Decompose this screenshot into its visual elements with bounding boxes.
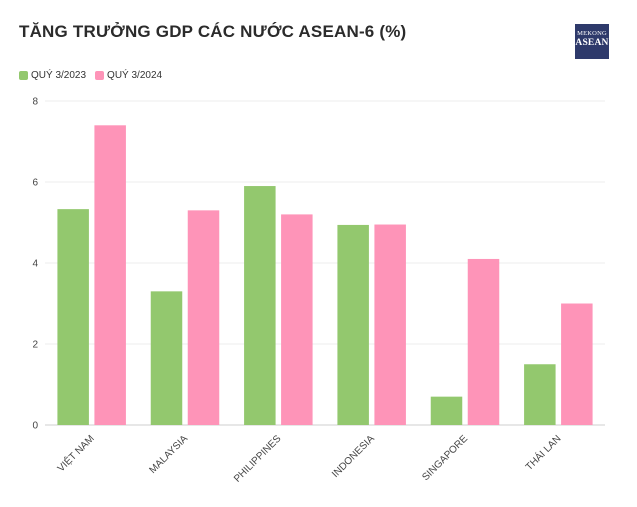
bar-2024-1: [187, 210, 220, 425]
x-tick-label: MALAYSIA: [147, 433, 190, 476]
legend-label-2024: QUÝ 3/2024: [107, 70, 163, 81]
chart-title: TĂNG TRƯỞNG GDP CÁC NƯỚC ASEAN-6 (%): [19, 22, 407, 41]
bar-2023-3: [337, 224, 369, 425]
logo-line-1: MEKONG: [577, 30, 607, 37]
legend-swatch-2024: [95, 71, 105, 80]
legend-swatch-2023: [19, 71, 28, 80]
bar-2024-5: [561, 303, 593, 425]
legend-label-2023: QUÝ 3/2023: [31, 70, 87, 81]
mekong-asean-logo: MEKONG ASEAN: [575, 24, 609, 59]
x-tick-label: THÁI LAN: [522, 432, 563, 473]
bar-2023-0: [57, 209, 89, 425]
y-tick-label: 8: [32, 97, 38, 108]
bar-2023-1: [150, 291, 183, 425]
y-tick-label: 0: [32, 421, 38, 432]
bar-2023-4: [430, 396, 463, 425]
x-tick-label: VIỆT NAM: [54, 432, 96, 474]
x-tick-label: PHILIPPINES: [232, 433, 284, 485]
bar-2024-4: [467, 258, 500, 425]
x-tick-label: SINGAPORE: [420, 433, 470, 483]
bar-2024-0: [94, 125, 126, 426]
bar-2023-5: [524, 364, 556, 425]
bar-2024-3: [374, 224, 406, 425]
legend-item-2024[interactable]: QUÝ 3/2024: [95, 70, 162, 81]
x-tick-label: INDONESIA: [330, 433, 377, 480]
y-tick-label: 4: [32, 259, 38, 270]
bar-2023-2: [244, 186, 276, 425]
y-tick-label: 2: [32, 340, 38, 351]
y-tick-label: 6: [32, 178, 38, 189]
logo-line-2: ASEAN: [575, 38, 609, 48]
legend-item-2023[interactable]: QUÝ 3/2023: [19, 70, 86, 81]
chart-legend: QUÝ 3/2023 QUÝ 3/2024: [19, 70, 171, 81]
bar-2024-2: [281, 214, 313, 425]
